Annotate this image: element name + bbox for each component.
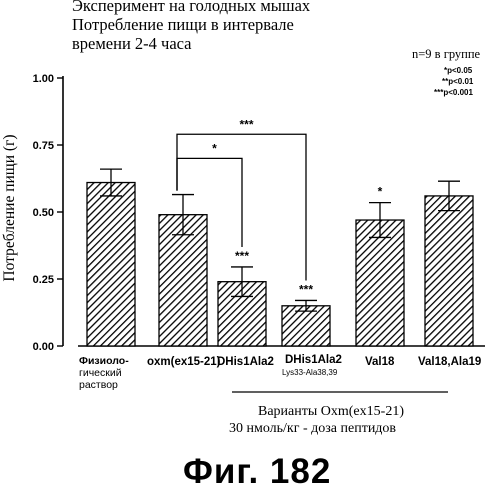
bracket-label: * [212,141,217,155]
x-category-label-line: Физиоло- [79,355,129,367]
bar [87,183,135,346]
significance-label: *** [235,249,249,263]
y-tick-label: 0.75 [33,140,54,152]
bar [356,220,404,346]
x-category-label: Val18 [365,356,394,368]
figure-label: Фиг. 182 [183,452,331,492]
x-category-label: Val18,Ala19 [418,356,481,368]
x-category-label-line: гический [79,367,129,379]
x-category-label: DHis1Ala2 [217,356,274,368]
bracket-label: *** [239,117,253,131]
bar [425,196,473,346]
y-tick-label: 1.00 [33,73,54,85]
x-category-label: DHis1Ala2 [285,354,342,366]
significance-label: *** [299,282,313,296]
x-category-sublabel: Lys33-Ala38,39 [282,368,337,377]
y-tick-label: 0.25 [33,274,54,286]
y-tick-label: 0.50 [33,207,54,219]
group-note-line-2: 30 нмоль/кг - доза пептидов [229,421,396,437]
x-category-label: Физиоло-гическийраствор [79,355,129,391]
group-note-line-1: Варианты Oxm(ex15-21) [258,404,404,420]
x-category-label-line: раствор [79,379,129,391]
significance-label: * [378,185,383,199]
y-tick-label: 0.00 [33,341,54,353]
x-category-label: oxm(ex15-21) [147,356,221,368]
bar [282,306,330,346]
